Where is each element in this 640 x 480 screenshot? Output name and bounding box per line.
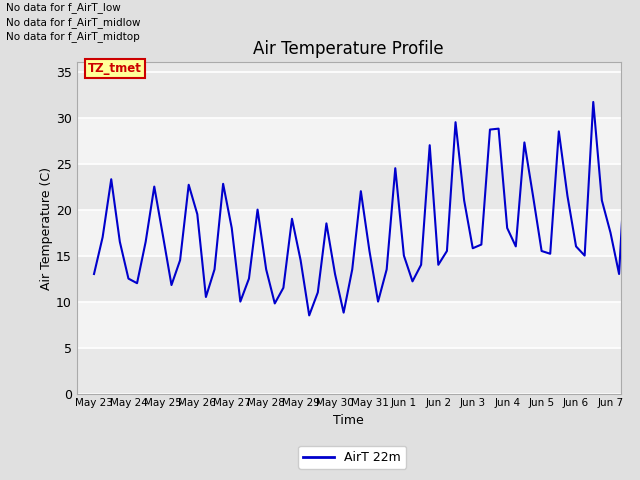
Bar (77, 301, 621, 348)
Text: No data for f_AirT_low: No data for f_AirT_low (6, 2, 121, 13)
Y-axis label: Air Temperature (C): Air Temperature (C) (40, 167, 53, 289)
Bar (77, 118, 621, 164)
Text: No data for f_AirT_midtop: No data for f_AirT_midtop (6, 31, 140, 42)
Text: TZ_tmet: TZ_tmet (88, 62, 141, 75)
Legend: AirT 22m: AirT 22m (298, 446, 406, 469)
Bar (77, 210, 621, 255)
X-axis label: Time: Time (333, 414, 364, 427)
Text: No data for f_AirT_midlow: No data for f_AirT_midlow (6, 17, 141, 28)
Title: Air Temperature Profile: Air Temperature Profile (253, 40, 444, 58)
